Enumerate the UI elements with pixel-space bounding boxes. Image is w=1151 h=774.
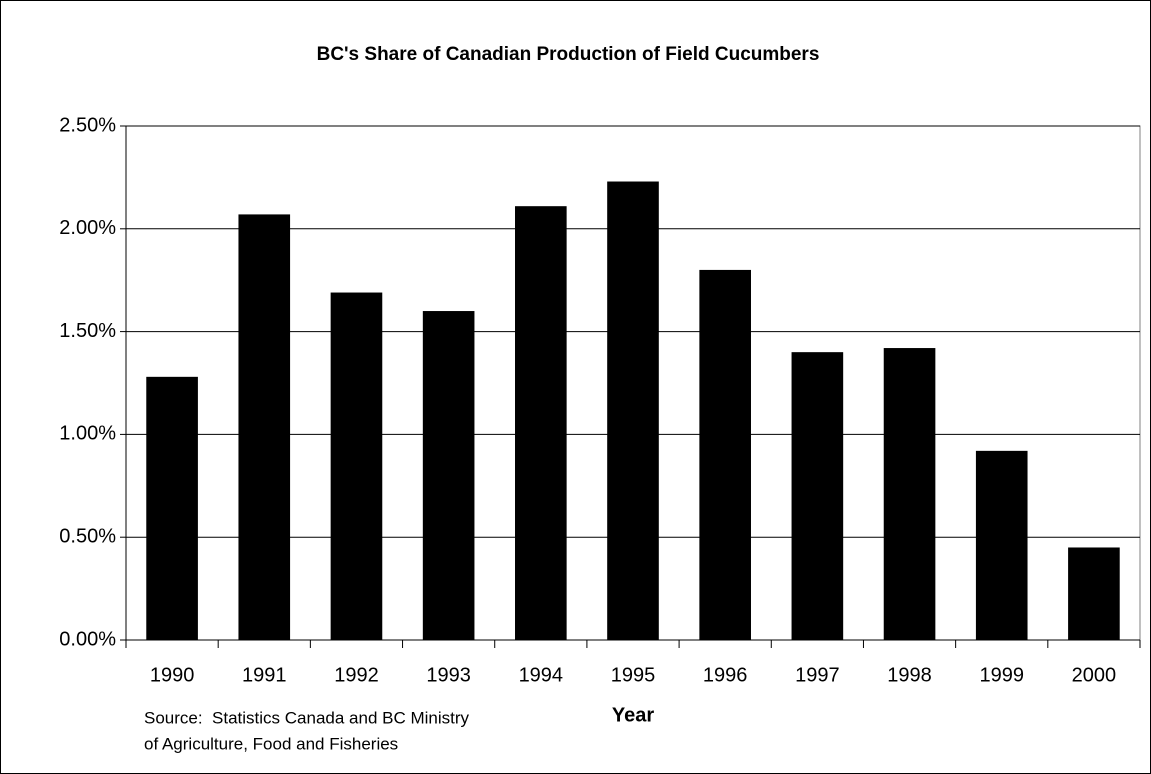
y-tick-label: 1.50% (59, 320, 116, 342)
bar (791, 352, 844, 640)
bar (330, 292, 383, 640)
bar (422, 311, 475, 640)
x-tick-label: 2000 (1072, 664, 1117, 686)
source-note: of Agriculture, Food and Fisheries (144, 734, 398, 753)
x-tick-label: 1997 (795, 664, 840, 686)
bar (699, 269, 751, 640)
bar (1068, 547, 1120, 640)
y-tick-label: 2.00% (59, 217, 116, 239)
x-tick-label: 1996 (703, 664, 748, 686)
bar (883, 348, 936, 640)
y-tick-label: 0.50% (59, 525, 116, 547)
x-tick-label: 1991 (242, 664, 287, 686)
bar (975, 450, 1028, 640)
x-axis-title: Year (612, 704, 654, 726)
x-tick-label: 1998 (887, 664, 932, 686)
source-note: Source: Statistics Canada and BC Ministr… (144, 708, 470, 727)
y-tick-label: 2.50% (59, 114, 116, 136)
bar (146, 376, 198, 640)
x-tick-label: 1992 (334, 664, 379, 686)
bar (238, 214, 291, 640)
bar (515, 206, 567, 640)
x-tick-label: 1994 (519, 664, 564, 686)
x-tick-label: 1993 (426, 664, 471, 686)
x-tick-label: 1995 (611, 664, 656, 686)
y-tick-label: 0.00% (59, 628, 116, 650)
chart-title: BC's Share of Canadian Production of Fie… (317, 44, 820, 65)
x-tick-label: 1990 (150, 664, 195, 686)
bar (607, 181, 659, 640)
x-tick-label: 1999 (979, 664, 1024, 686)
y-tick-label: 1.00% (59, 423, 116, 445)
